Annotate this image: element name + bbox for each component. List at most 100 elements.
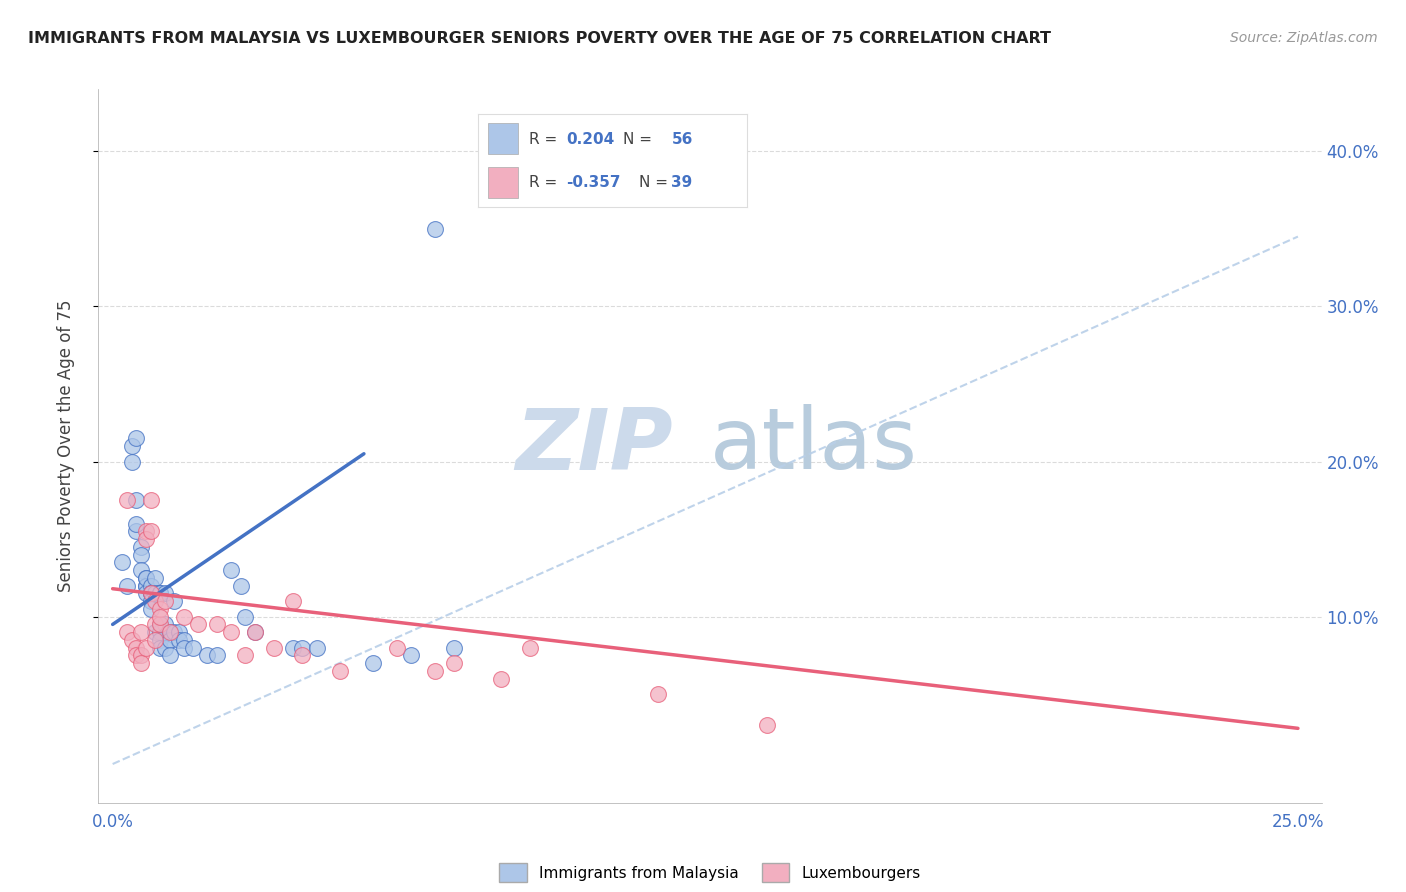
Point — [329, 664, 352, 678]
Point — [385, 640, 408, 655]
Point — [173, 632, 195, 647]
Text: 56: 56 — [672, 132, 693, 146]
Point — [149, 586, 172, 600]
Text: 39: 39 — [672, 176, 693, 190]
Point — [219, 563, 242, 577]
Point — [143, 617, 166, 632]
Point — [149, 602, 172, 616]
Point — [149, 632, 172, 647]
Point — [153, 617, 176, 632]
Point — [423, 664, 446, 678]
Point — [135, 532, 157, 546]
Text: -0.357: -0.357 — [567, 176, 621, 190]
Point — [219, 625, 242, 640]
Point — [139, 586, 162, 600]
Point — [139, 524, 162, 539]
Text: Source: ZipAtlas.com: Source: ZipAtlas.com — [1230, 31, 1378, 45]
Point — [149, 617, 172, 632]
Point — [129, 540, 152, 554]
Point — [243, 625, 266, 640]
Point — [443, 640, 465, 655]
Point — [125, 640, 148, 655]
Point — [401, 648, 423, 663]
Point — [167, 632, 190, 647]
Point — [281, 640, 304, 655]
Point — [163, 625, 186, 640]
Point — [143, 594, 166, 608]
Point — [135, 586, 157, 600]
Text: 0.204: 0.204 — [567, 132, 614, 146]
Point — [129, 656, 152, 670]
Point — [115, 579, 138, 593]
Point — [149, 586, 172, 600]
Point — [135, 571, 157, 585]
Point — [423, 222, 446, 236]
Point — [305, 640, 328, 655]
Point — [187, 617, 209, 632]
Point — [159, 632, 181, 647]
Point — [519, 640, 541, 655]
Point — [243, 625, 266, 640]
Point — [291, 648, 314, 663]
Point — [139, 493, 162, 508]
Point — [143, 571, 166, 585]
Point — [121, 439, 143, 453]
Point — [173, 609, 195, 624]
Point — [139, 602, 162, 616]
Point — [143, 586, 166, 600]
Point — [235, 609, 257, 624]
Point — [143, 632, 166, 647]
Point — [163, 594, 186, 608]
Point — [129, 563, 152, 577]
Point — [125, 431, 148, 445]
Legend: Immigrants from Malaysia, Luxembourgers: Immigrants from Malaysia, Luxembourgers — [494, 857, 927, 888]
Point — [149, 640, 172, 655]
Point — [125, 516, 148, 531]
Point — [181, 640, 204, 655]
Point — [125, 648, 148, 663]
Point — [159, 648, 181, 663]
Point — [173, 640, 195, 655]
Point — [135, 571, 157, 585]
Point — [443, 656, 465, 670]
Point — [235, 648, 257, 663]
Point — [153, 594, 176, 608]
Point — [135, 640, 157, 655]
Point — [139, 586, 162, 600]
Point — [129, 648, 152, 663]
Point — [229, 579, 252, 593]
Point — [153, 586, 176, 600]
Point — [129, 625, 152, 640]
Point — [167, 625, 190, 640]
Point — [149, 617, 172, 632]
Point — [115, 625, 138, 640]
Text: R =: R = — [529, 176, 562, 190]
Point — [363, 656, 385, 670]
Text: N =: N = — [623, 132, 657, 146]
Text: N =: N = — [640, 176, 673, 190]
Y-axis label: Seniors Poverty Over the Age of 75: Seniors Poverty Over the Age of 75 — [56, 300, 75, 592]
Point — [647, 687, 669, 701]
Point — [135, 579, 157, 593]
Point — [197, 648, 219, 663]
Point — [263, 640, 285, 655]
Point — [115, 493, 138, 508]
FancyBboxPatch shape — [488, 123, 517, 154]
Point — [139, 586, 162, 600]
Point — [491, 672, 513, 686]
Point — [159, 625, 181, 640]
Point — [121, 454, 143, 468]
Point — [135, 579, 157, 593]
Point — [205, 648, 228, 663]
Point — [149, 625, 172, 640]
Point — [143, 625, 166, 640]
Point — [125, 524, 148, 539]
FancyBboxPatch shape — [488, 167, 517, 198]
Point — [159, 625, 181, 640]
Point — [291, 640, 314, 655]
Point — [139, 579, 162, 593]
Point — [121, 632, 143, 647]
Point — [135, 524, 157, 539]
Point — [153, 640, 176, 655]
Text: IMMIGRANTS FROM MALAYSIA VS LUXEMBOURGER SENIORS POVERTY OVER THE AGE OF 75 CORR: IMMIGRANTS FROM MALAYSIA VS LUXEMBOURGER… — [28, 31, 1052, 46]
